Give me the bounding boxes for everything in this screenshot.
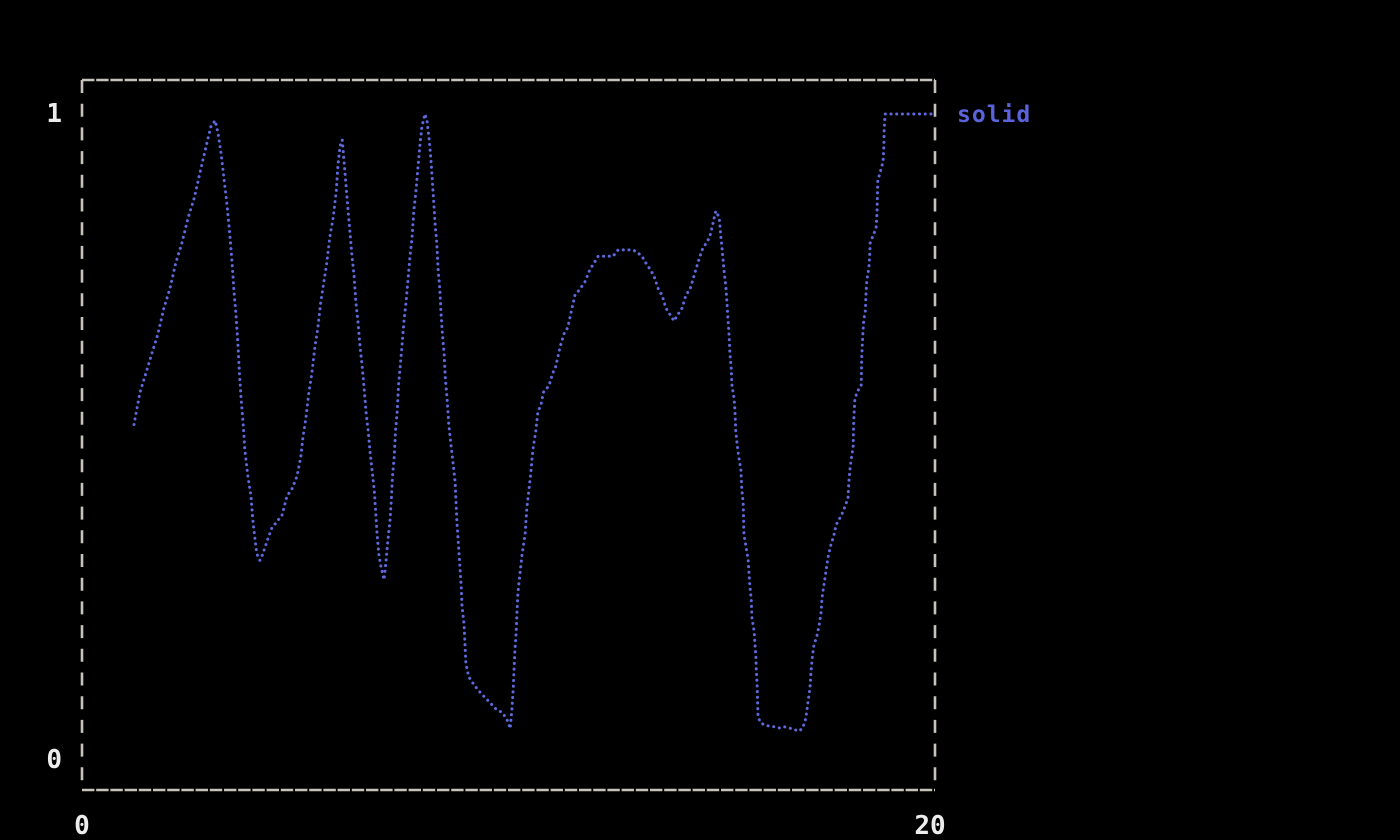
x-axis-tick-label-min: 0 — [74, 811, 90, 840]
y-axis-tick-label-max: 1 — [46, 99, 62, 129]
x-axis-tick-label-max: 20 — [914, 811, 946, 840]
series-solid-line — [132, 112, 937, 733]
y-axis-tick-label-min: 0 — [46, 745, 62, 775]
legend-series-label: solid — [957, 102, 1032, 128]
